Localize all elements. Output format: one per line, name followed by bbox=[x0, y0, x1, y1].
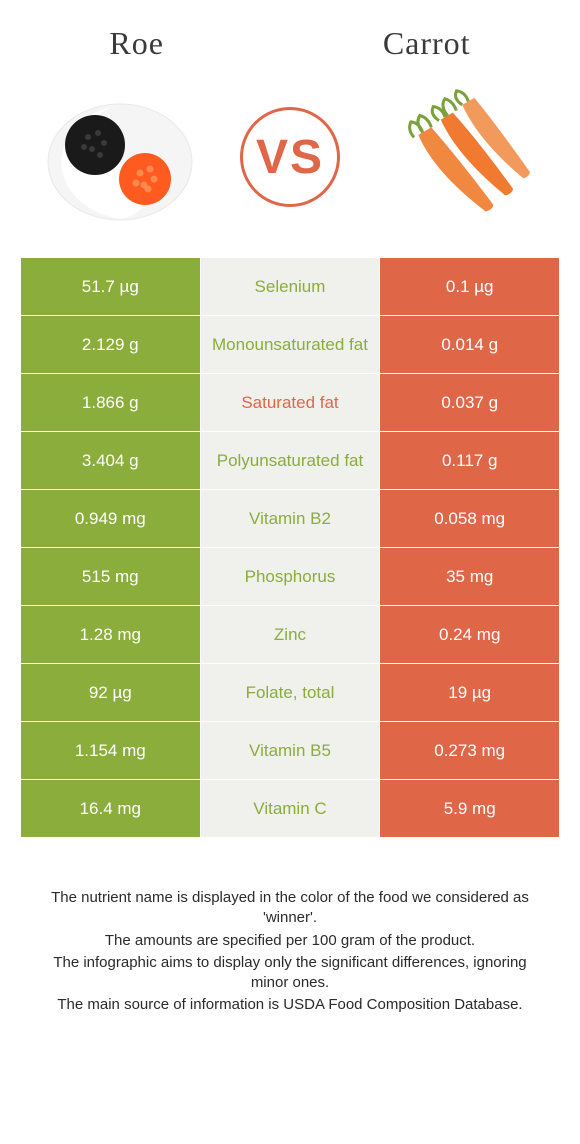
nutrient-name-cell: Folate, total bbox=[200, 664, 380, 722]
nutrient-table-body: 51.7 µgSelenium0.1 µg2.129 gMonounsatura… bbox=[21, 258, 560, 838]
vs-badge: VS bbox=[240, 107, 340, 207]
infographic-container: Roe Carrot VS bbox=[0, 0, 580, 1016]
left-value-cell: 3.404 g bbox=[21, 432, 201, 490]
nutrient-name-cell: Saturated fat bbox=[200, 374, 380, 432]
right-value-cell: 0.1 µg bbox=[380, 258, 560, 316]
nutrient-name-cell: Selenium bbox=[200, 258, 380, 316]
nutrient-name-cell: Vitamin B5 bbox=[200, 722, 380, 780]
table-row: 1.28 mgZinc0.24 mg bbox=[21, 606, 560, 664]
header-row: Roe Carrot bbox=[0, 0, 580, 77]
footnote-line: The infographic aims to display only the… bbox=[40, 953, 540, 994]
roe-image bbox=[40, 87, 200, 227]
table-row: 1.154 mgVitamin B50.273 mg bbox=[21, 722, 560, 780]
images-row: VS bbox=[0, 77, 580, 257]
vs-label: VS bbox=[256, 130, 324, 185]
table-row: 0.949 mgVitamin B20.058 mg bbox=[21, 490, 560, 548]
right-value-cell: 0.058 mg bbox=[380, 490, 560, 548]
nutrient-name-cell: Phosphorus bbox=[200, 548, 380, 606]
left-value-cell: 1.866 g bbox=[21, 374, 201, 432]
nutrient-name-cell: Monounsaturated fat bbox=[200, 316, 380, 374]
footnote-line: The main source of information is USDA F… bbox=[40, 995, 540, 1015]
footnote-line: The nutrient name is displayed in the co… bbox=[40, 888, 540, 929]
left-value-cell: 0.949 mg bbox=[21, 490, 201, 548]
right-value-cell: 0.014 g bbox=[380, 316, 560, 374]
nutrient-name-cell: Zinc bbox=[200, 606, 380, 664]
table-row: 2.129 gMonounsaturated fat0.014 g bbox=[21, 316, 560, 374]
carrot-image bbox=[380, 87, 540, 227]
left-value-cell: 16.4 mg bbox=[21, 780, 201, 838]
right-food-title: Carrot bbox=[383, 25, 471, 62]
left-food-title: Roe bbox=[109, 25, 164, 62]
left-value-cell: 1.154 mg bbox=[21, 722, 201, 780]
nutrient-name-cell: Vitamin B2 bbox=[200, 490, 380, 548]
table-row: 3.404 gPolyunsaturated fat0.117 g bbox=[21, 432, 560, 490]
right-value-cell: 35 mg bbox=[380, 548, 560, 606]
nutrient-name-cell: Vitamin C bbox=[200, 780, 380, 838]
nutrient-name-cell: Polyunsaturated fat bbox=[200, 432, 380, 490]
left-value-cell: 515 mg bbox=[21, 548, 201, 606]
left-value-cell: 51.7 µg bbox=[21, 258, 201, 316]
table-row: 515 mgPhosphorus35 mg bbox=[21, 548, 560, 606]
right-value-cell: 19 µg bbox=[380, 664, 560, 722]
table-row: 1.866 gSaturated fat0.037 g bbox=[21, 374, 560, 432]
table-row: 51.7 µgSelenium0.1 µg bbox=[21, 258, 560, 316]
footnotes: The nutrient name is displayed in the co… bbox=[40, 888, 540, 1016]
left-value-cell: 1.28 mg bbox=[21, 606, 201, 664]
left-value-cell: 92 µg bbox=[21, 664, 201, 722]
right-value-cell: 0.273 mg bbox=[380, 722, 560, 780]
table-row: 16.4 mgVitamin C5.9 mg bbox=[21, 780, 560, 838]
footnote-line: The amounts are specified per 100 gram o… bbox=[40, 931, 540, 951]
right-value-cell: 0.037 g bbox=[380, 374, 560, 432]
right-value-cell: 0.117 g bbox=[380, 432, 560, 490]
table-row: 92 µgFolate, total19 µg bbox=[21, 664, 560, 722]
right-value-cell: 5.9 mg bbox=[380, 780, 560, 838]
left-value-cell: 2.129 g bbox=[21, 316, 201, 374]
nutrient-table: 51.7 µgSelenium0.1 µg2.129 gMonounsatura… bbox=[20, 257, 560, 838]
right-value-cell: 0.24 mg bbox=[380, 606, 560, 664]
